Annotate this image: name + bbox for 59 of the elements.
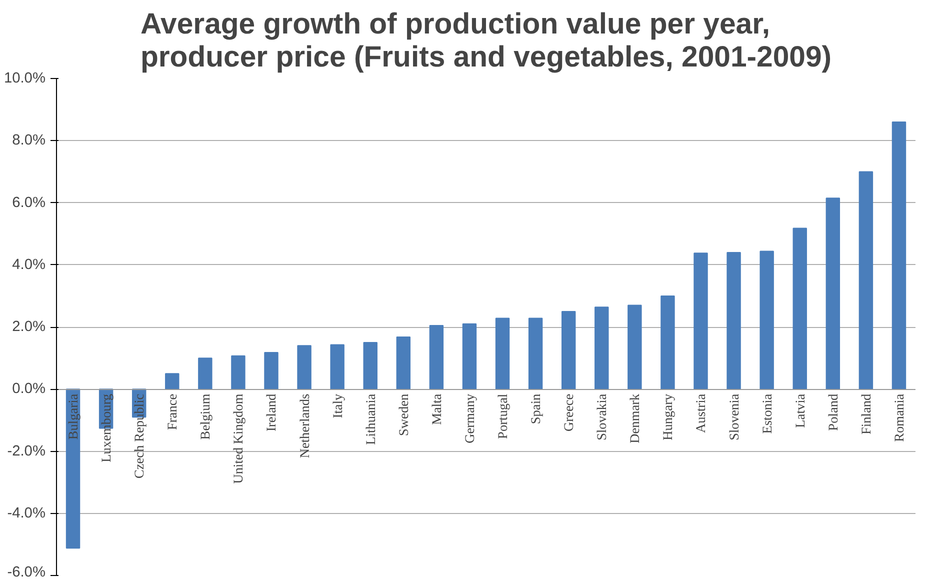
bar (826, 198, 840, 390)
bar (858, 171, 874, 390)
x-tick-label: Spain (528, 393, 544, 424)
bar (264, 352, 278, 390)
x-tick-label: Slovenia (726, 394, 742, 440)
bar (165, 373, 180, 390)
y-tick-label: -4.0% (7, 505, 46, 522)
y-tick-label: -6.0% (7, 564, 46, 580)
bar (792, 228, 807, 390)
x-tick-label: Slovakia (594, 394, 610, 440)
bar (594, 306, 609, 390)
bar (198, 358, 212, 390)
x-tick-label: Portugal (495, 393, 510, 439)
y-tick-label: 2.0% (12, 319, 46, 335)
x-tick-label: Greece (561, 394, 576, 432)
bar (396, 336, 411, 390)
bar (628, 304, 642, 390)
x-tick-label: Luxembourg (98, 393, 114, 462)
x-tick-label: Czech Republic (132, 394, 147, 479)
y-tick-label: 0.0% (12, 381, 46, 398)
bar (363, 342, 378, 390)
x-tick-label: Sweden (396, 393, 411, 436)
x-tick-label: Lithuania (362, 394, 378, 445)
bar (760, 250, 774, 390)
bar (429, 324, 444, 390)
x-tick-label: Estonia (759, 394, 774, 434)
x-tick-label: Latvia (792, 394, 808, 428)
y-tick-label: -2.0% (7, 443, 46, 460)
bar (330, 344, 344, 390)
x-tick-label: Ireland (264, 393, 279, 432)
bar (495, 318, 510, 390)
bar (660, 295, 675, 390)
bar (726, 252, 741, 390)
bar (528, 318, 543, 390)
x-tick-label: Bulgaria (66, 394, 81, 440)
x-tick-label: Romania (891, 394, 906, 442)
bar (694, 252, 708, 390)
y-tick-label: 6.0% (12, 194, 46, 211)
x-tick-label: Belgium (198, 393, 213, 440)
bar (297, 345, 312, 390)
y-tick-label: 10.0% (4, 70, 46, 86)
x-tick-label: Italy (330, 393, 345, 418)
x-tick-label: Germany (462, 393, 477, 444)
x-tick-label: Hungary (660, 393, 676, 440)
bar (561, 310, 576, 390)
x-tick-label: France (164, 394, 180, 430)
x-tick-label: Poland (825, 393, 840, 431)
x-tick-label: Finland (858, 393, 874, 435)
y-tick-label: 4.0% (12, 256, 46, 273)
y-tick-label: 8.0% (12, 132, 46, 149)
x-tick-label: Netherlands (296, 394, 312, 458)
x-tick-label: Austria (693, 394, 708, 434)
bar (462, 323, 477, 390)
x-tick-label: United Kingdom (230, 393, 246, 484)
x-tick-label: Malta (428, 394, 444, 425)
x-tick-label: Denmark (627, 393, 642, 444)
bar (231, 355, 246, 390)
chart-title: Average growth of production value per year, producer price (Fruits and vegetables, 2001-2009) (140, 8, 832, 74)
bar (892, 121, 906, 390)
